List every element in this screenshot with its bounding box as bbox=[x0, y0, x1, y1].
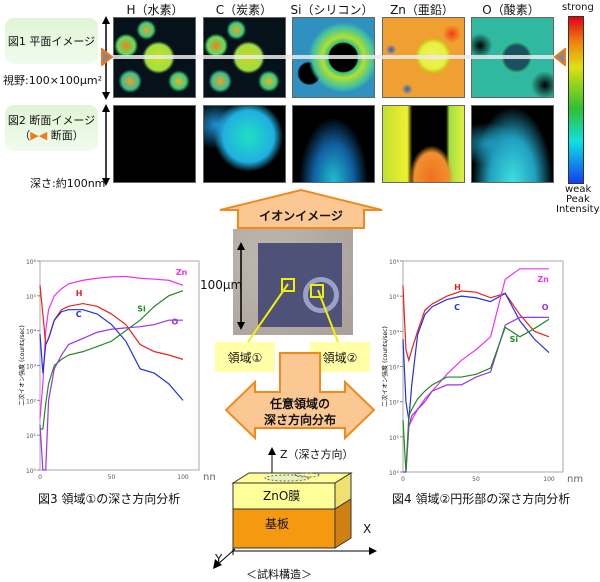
cross-section-marker-right-icon bbox=[554, 48, 566, 66]
y-tick-label: 10⁰ bbox=[389, 470, 400, 477]
depth-distribution-arrow bbox=[225, 352, 375, 441]
y-axis-label: Y bbox=[215, 552, 223, 566]
series-label-h: H bbox=[454, 283, 461, 292]
colorbar-peak: Peak bbox=[566, 194, 590, 205]
cross-image-zn bbox=[382, 105, 465, 183]
colorbar-strong: strong bbox=[562, 2, 594, 13]
region2-marker bbox=[310, 284, 324, 298]
x-axis-label: nm bbox=[567, 474, 583, 485]
series-line-zn bbox=[39, 275, 184, 419]
header-zn: Zn（亜鉛） bbox=[390, 3, 454, 17]
header-si: Si（シリコン） bbox=[290, 3, 374, 17]
structure-label: ＜試料構造＞ bbox=[246, 568, 312, 581]
depth-distribution-line2: 深さ方向分布 bbox=[263, 413, 336, 427]
series-label-o: O bbox=[172, 318, 179, 327]
header-c: C（炭素） bbox=[215, 3, 273, 17]
series-line-c bbox=[402, 292, 550, 421]
series-line-si bbox=[402, 318, 550, 473]
film-label: ZnO膜 bbox=[263, 489, 301, 503]
region-pointers bbox=[247, 283, 339, 343]
y-tick-label: 10⁶ bbox=[26, 259, 37, 266]
ion-image-label: イオンイメージ bbox=[259, 209, 343, 223]
fig1-label: 図1 平面イメージ bbox=[7, 34, 96, 48]
x-tick-label: 0 bbox=[38, 474, 42, 481]
colorbar bbox=[568, 16, 584, 184]
ion-image-arrow bbox=[219, 188, 383, 229]
y-tick-label: 10⁵ bbox=[389, 294, 400, 301]
series-line-si bbox=[40, 290, 184, 430]
y-axis-label: 二次イオン強度 (counts/sec) bbox=[381, 326, 389, 407]
cross-image-h bbox=[113, 105, 196, 183]
fig4-caption: 図4 領域②円形部の深さ方向分析 bbox=[392, 492, 571, 506]
series-label-zn: Zn bbox=[537, 275, 549, 284]
cross-section-text: 断面） bbox=[50, 129, 84, 142]
region1-marker bbox=[281, 278, 295, 292]
y-tick-label: 10² bbox=[389, 400, 400, 407]
cross-section-marker-left-icon bbox=[101, 48, 113, 66]
header-h: H（水素） bbox=[126, 3, 184, 17]
y-tick-label: 10⁶ bbox=[389, 259, 400, 266]
x-axis-label: nm bbox=[203, 472, 215, 483]
fig3-caption: 図3 領域①の深さ方向分析 bbox=[38, 492, 181, 506]
substrate-label: 基板 bbox=[265, 517, 290, 531]
y-tick-label: 10³ bbox=[389, 365, 400, 372]
series-label-c: C bbox=[76, 310, 82, 319]
depth-distribution-label: 任意領域の 深さ方向分布 bbox=[250, 396, 350, 428]
colorbar-weak: weak bbox=[565, 184, 592, 195]
series-line-o bbox=[403, 316, 549, 473]
fig1-label-box: 図1 平面イメージ bbox=[5, 18, 98, 64]
series-label-si: Si bbox=[137, 305, 146, 314]
x-axis-label: X bbox=[363, 522, 372, 536]
series-line-c bbox=[39, 309, 184, 401]
fig2-label-line2: （▶◀ 断面） bbox=[5, 128, 98, 143]
header-o: O（酸素） bbox=[482, 3, 540, 17]
x-tick-label: 50 bbox=[108, 474, 116, 481]
y-tick-label: 10³ bbox=[26, 364, 37, 371]
scale-label: 100μm bbox=[200, 278, 243, 292]
paren: （ bbox=[19, 129, 31, 142]
series-line-o bbox=[39, 319, 183, 471]
cross-image-si bbox=[292, 105, 375, 183]
series-label-zn: Zn bbox=[176, 268, 188, 277]
y-tick-label: 10¹ bbox=[389, 435, 400, 442]
fig2-label: 図2 断面イメージ bbox=[7, 114, 96, 127]
scale-arrow bbox=[237, 242, 245, 330]
y-tick-label: 10⁰ bbox=[26, 468, 37, 475]
y-axis-label: 二次イオン強度 (counts/sec) bbox=[18, 325, 26, 406]
cross-section-markers-icon: ▶◀ bbox=[30, 129, 48, 142]
y-tick-label: 10⁴ bbox=[389, 329, 400, 336]
cross-image-o bbox=[471, 105, 554, 183]
fig2-label-box: 図2 断面イメージ （▶◀ 断面） bbox=[5, 105, 98, 151]
series-label-c: C bbox=[454, 303, 460, 312]
depth-profile-chart-region2: 10⁰ 10¹ 10² 10³ 10⁴ 10⁵ 10⁶ 0 50 100 nm 二次イオン強度 (co… bbox=[381, 259, 583, 485]
depth-profile-chart-region1: 10⁰ 10¹ 10² 10³ 10⁴ 10⁵ 10⁶ 0 50 100 nm 二次イオン強度 (co… bbox=[18, 259, 215, 483]
cross-section-line bbox=[113, 55, 555, 59]
series-line-h bbox=[402, 285, 550, 363]
colorbar-intensity: Intensity bbox=[556, 204, 600, 215]
region1-label: 領域① bbox=[215, 342, 275, 372]
series-label-o: O bbox=[542, 303, 549, 312]
sample-structure-diagram bbox=[213, 447, 377, 569]
z-axis-label: Z（深さ方向） bbox=[280, 448, 354, 461]
cross-image-c bbox=[203, 105, 286, 183]
y-tick-label: 10⁴ bbox=[26, 329, 37, 336]
series-label-h: H bbox=[76, 289, 83, 298]
x-tick-label: 50 bbox=[472, 476, 480, 483]
depth-label: 深さ:約100nm bbox=[30, 177, 106, 190]
x-tick-label: 100 bbox=[543, 476, 555, 483]
series-line-zn bbox=[403, 268, 549, 473]
plot-frame bbox=[39, 260, 200, 471]
y-tick-label: 10¹ bbox=[26, 433, 37, 440]
depth-distribution-line1: 任意領域の bbox=[269, 397, 330, 411]
sample-circle bbox=[303, 277, 339, 313]
y-tick-label: 10² bbox=[26, 398, 37, 405]
x-tick-label: 0 bbox=[401, 476, 405, 483]
x-tick-label: 100 bbox=[177, 474, 189, 481]
fov-label: 視野:100×100μm² bbox=[3, 74, 103, 87]
y-tick-label: 10⁵ bbox=[26, 294, 37, 301]
dimension-arrows bbox=[102, 16, 110, 186]
plot-frame bbox=[402, 260, 564, 473]
sample-photo bbox=[233, 229, 353, 335]
series-label-si: Si bbox=[510, 335, 519, 344]
